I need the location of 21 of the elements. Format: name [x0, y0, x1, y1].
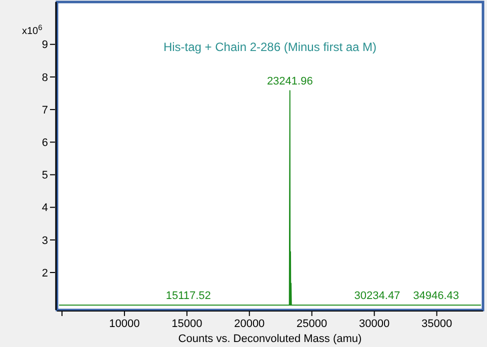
y-tick-label: 9: [42, 39, 48, 52]
y-tick-label: 2: [42, 267, 48, 280]
annotation: 34946.43: [413, 290, 460, 302]
y-tick-label: 8: [42, 72, 48, 84]
annotation: 15117.52: [166, 290, 211, 302]
annotation: 30234.47: [354, 290, 400, 302]
x-tick-label: 15000: [172, 318, 202, 330]
y-tick-label: 5: [42, 170, 48, 182]
annotation: 23241.96: [266, 76, 313, 88]
y-tick-label: 3: [42, 234, 48, 247]
y-tick-label: 6: [42, 137, 48, 149]
x-tick-label: 25000: [296, 318, 328, 330]
x-tick-label: 10000: [109, 318, 140, 330]
y-axis-title: x10$^{6}$: [22, 22, 42, 37]
y-tick-label: 4: [42, 202, 48, 214]
x-tick-label: 35000: [421, 318, 452, 330]
x-tick-label: 30000: [359, 318, 390, 330]
text: His-tag + Chain 2-286 (Minus first aa M): [163, 40, 377, 54]
x-tick-label: 20000: [234, 318, 265, 330]
y-tick-label: 7: [42, 104, 48, 116]
x-axis-title: Counts vs. Deconvoluted Mass (amu): [178, 333, 362, 345]
